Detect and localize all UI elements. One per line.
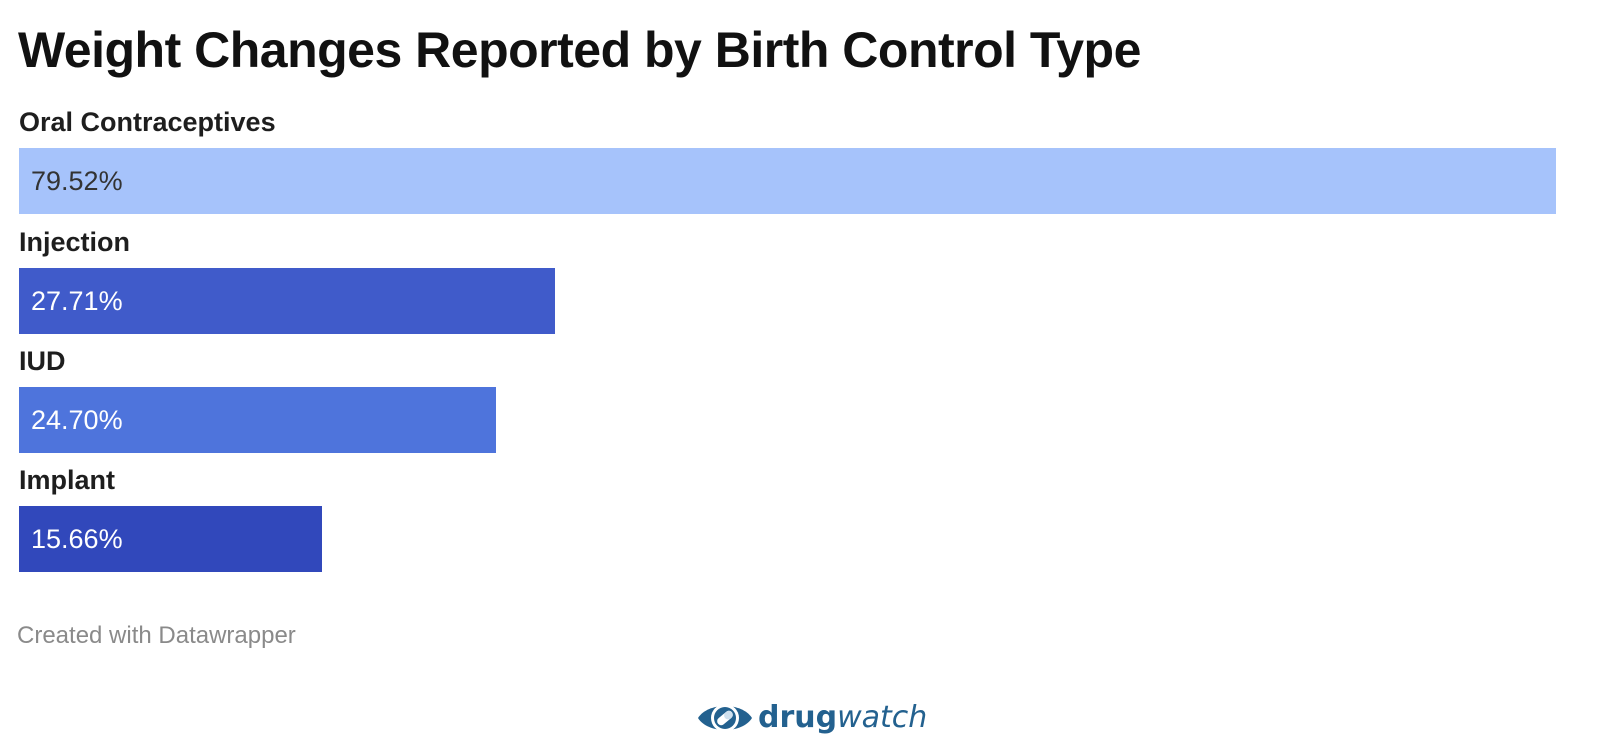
bar-row: Implant 15.66% — [19, 462, 1589, 580]
bar: 15.66% — [19, 506, 322, 572]
bar-category-label: Injection — [19, 227, 131, 257]
bar-row: Injection 27.71% — [19, 224, 1589, 342]
bar: 27.71% — [19, 268, 555, 334]
bar-chart: Oral Contraceptives 79.52% Injection 27.71%… — [19, 104, 1589, 594]
bar: 24.70% — [19, 387, 497, 453]
logo-text-bold: drug — [758, 700, 838, 735]
bar-category-label: IUD — [19, 346, 66, 376]
bar-value-label: 79.52% — [31, 166, 123, 196]
bar-category-label: Oral Contraceptives — [19, 107, 276, 137]
drugwatch-logo: drugwatch — [696, 696, 927, 740]
bar: 79.52% — [19, 148, 1556, 214]
bar-row: IUD 24.70% — [19, 343, 1589, 461]
datawrapper-credit: Created with Datawrapper — [17, 622, 296, 649]
eye-pill-icon — [698, 704, 752, 732]
chart-title: Weight Changes Reported by Birth Control… — [18, 22, 1141, 78]
bar-value-label: 27.71% — [31, 286, 123, 316]
bar-value-label: 24.70% — [31, 405, 123, 435]
bar-category-label: Implant — [19, 465, 116, 495]
logo-text-italic: watch — [837, 700, 928, 735]
drugwatch-wordmark: drugwatch — [758, 696, 927, 740]
bar-row: Oral Contraceptives 79.52% — [19, 104, 1589, 222]
bar-value-label: 15.66% — [31, 524, 123, 554]
